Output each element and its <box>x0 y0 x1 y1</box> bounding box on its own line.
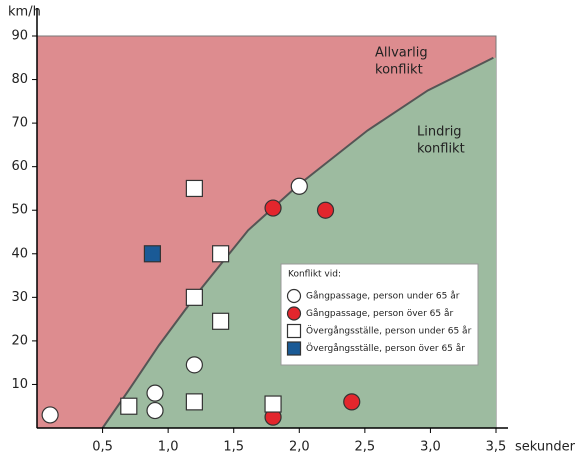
point <box>41 406 59 424</box>
x-tick-label: 3,5 <box>486 440 507 455</box>
x-tick-label: 2,0 <box>289 440 310 455</box>
point <box>316 201 335 219</box>
y-tick-label: 60 <box>11 159 28 174</box>
x-axis-label: sekunder <box>515 440 576 455</box>
point <box>290 177 308 195</box>
y-tick-label: 90 <box>11 29 28 44</box>
legend-marker <box>286 288 302 304</box>
boundary-line <box>101 56 494 429</box>
legend-box <box>280 263 479 366</box>
legend: Konflikt vid: Gångpassage, person under 6… <box>280 263 479 366</box>
point <box>143 245 162 263</box>
y-tick-label: 80 <box>11 72 28 87</box>
y-tick-label: 50 <box>11 203 28 218</box>
point <box>264 395 282 413</box>
y-tick-label: 20 <box>11 333 28 348</box>
x-tick-label: 2,5 <box>355 440 376 455</box>
region-label: konflikt <box>375 63 423 78</box>
region-label: konflikt <box>417 142 465 157</box>
y-tick-label: 40 <box>11 246 28 261</box>
legend-title: Konflikt vid: <box>288 270 341 280</box>
x-tick-label: 0,5 <box>92 440 113 455</box>
y-tick-label: 10 <box>11 377 28 392</box>
point <box>264 199 282 217</box>
x-tick-label: 1,5 <box>223 440 244 455</box>
y-tick-label: 30 <box>11 290 28 305</box>
y-tick-label: 70 <box>11 116 28 131</box>
legend-label: Gångpassage, person under 65 år <box>306 291 460 302</box>
point <box>146 401 164 420</box>
point <box>185 356 203 374</box>
point <box>185 179 203 198</box>
point <box>146 384 164 402</box>
legend-label: Gångpassage, person över 65 år <box>306 308 453 319</box>
x-tick-label: 1,0 <box>158 440 179 455</box>
point <box>120 397 138 415</box>
legend-label: Övergångsställe, person under 65 år <box>306 326 472 337</box>
legend-marker <box>286 341 302 356</box>
point <box>185 288 203 306</box>
point <box>343 393 361 411</box>
legend-label: Övergångsställe, person över 65 år <box>306 343 465 354</box>
point <box>212 245 230 263</box>
region-label: Lindrig <box>417 125 462 140</box>
region-label: Allvarlig <box>375 46 428 61</box>
x-tick-label: 3,0 <box>420 440 441 455</box>
legend-marker <box>286 306 302 321</box>
point <box>212 312 230 330</box>
legend-marker <box>286 323 302 339</box>
point <box>185 393 203 411</box>
y-axis-label: km/h <box>8 5 41 20</box>
